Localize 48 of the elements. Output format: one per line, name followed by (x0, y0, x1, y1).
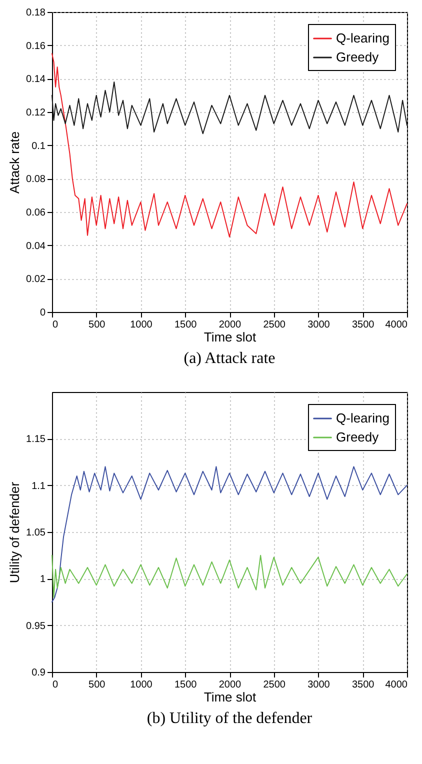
x-tick-label: 3500 (352, 320, 375, 330)
x-tick-label: 3000 (308, 680, 330, 690)
x-tick-label: 2500 (263, 680, 286, 690)
text: (a) Attack rate (184, 350, 276, 367)
x-tick-label: 1500 (174, 680, 198, 690)
legend-label: Greedy (336, 430, 380, 444)
x-axis-title: Time slot (204, 690, 257, 704)
line-series (52, 82, 408, 134)
line-series (52, 466, 408, 602)
y-tick-label: 0.95 (26, 620, 46, 632)
x-tick-label: 0 (52, 680, 58, 690)
y-tick-label: 0.16 (26, 40, 46, 52)
x-tick-label: 1000 (130, 680, 153, 690)
y-tick-label: 0.1 (32, 140, 46, 152)
y-tick-label: 0.02 (26, 274, 46, 286)
x-tick-label: 1000 (130, 320, 153, 330)
legend-label: Greedy (336, 50, 380, 64)
y-axis-title: Utility of defender (7, 481, 22, 584)
x-axis-title: Time slot (204, 330, 257, 344)
y-tick-label: 1.1 (32, 480, 46, 492)
legend-label: Q-learing (336, 410, 390, 426)
y-tick-label: 0.18 (26, 8, 46, 18)
y-tick-label: 0.06 (26, 208, 46, 218)
line-series (52, 53, 408, 238)
y-tick-label: 0.12 (26, 108, 46, 118)
x-tick-label: 1500 (174, 320, 198, 330)
x-tick-label: 2000 (218, 680, 242, 690)
x-tick-label: 500 (88, 320, 106, 330)
y-tick-label: 0.08 (26, 174, 46, 186)
y-tick-label: 0.04 (26, 240, 46, 252)
x-tick-label: 500 (88, 680, 106, 690)
y-tick-label: 0.14 (26, 74, 46, 86)
x-tick-label: 0 (52, 320, 58, 330)
text: (b) Utility of the defender (146, 710, 313, 727)
y-tick-label: 0 (40, 308, 46, 318)
y-tick-label: 1.15 (26, 434, 46, 446)
y-tick-label: 1.05 (26, 528, 46, 538)
x-tick-label: 4000 (385, 680, 408, 690)
y-tick-label: 0.9 (32, 668, 46, 678)
legend-label: Q-learing (336, 30, 390, 46)
x-tick-label: 2500 (263, 320, 286, 330)
y-axis-title: Attack rate (7, 131, 22, 194)
x-tick-label: 4000 (385, 320, 408, 330)
y-tick-label: 1 (40, 574, 46, 586)
x-tick-label: 3000 (308, 320, 330, 330)
x-tick-label: 2000 (218, 320, 242, 330)
line-series (52, 554, 408, 598)
x-tick-label: 3500 (352, 680, 375, 690)
